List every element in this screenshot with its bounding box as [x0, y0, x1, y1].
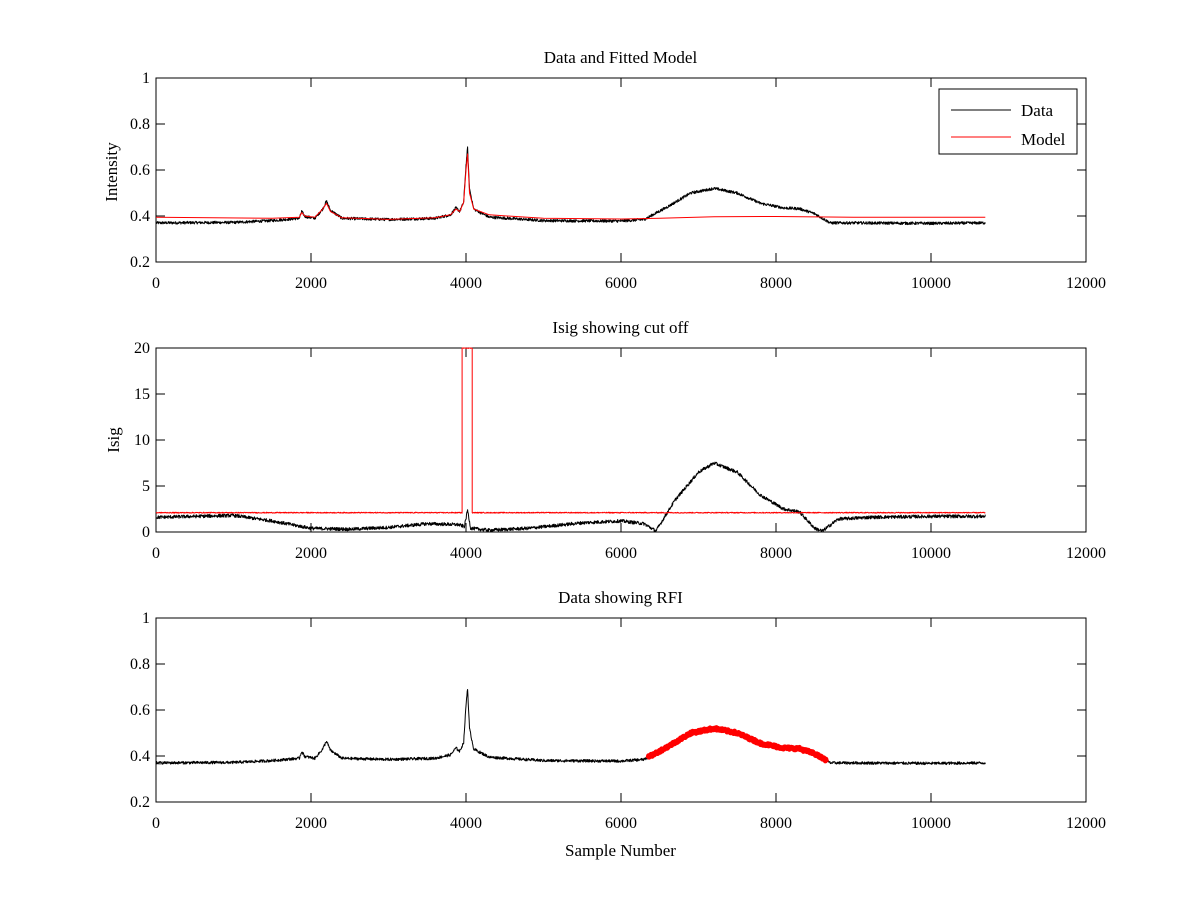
- panel-3-ytick: 0.8: [130, 656, 150, 673]
- panel-1-xtick: 6000: [605, 275, 637, 292]
- panel-1-y-axis: 0.2 0.4 0.6 0.8 1: [130, 70, 150, 271]
- panel-2-x-axis: 0 2000 4000 6000 8000 10000 12000: [152, 545, 1106, 562]
- panel-2-plot-area: [155, 347, 1087, 533]
- panel-1-title: Data and Fitted Model: [544, 48, 698, 67]
- panel-2-ylabel: Isig: [104, 427, 123, 453]
- panel-2-ytick: 5: [142, 478, 150, 495]
- axes-box: [155, 347, 1087, 533]
- panel-1-legend: Data Model: [938, 88, 1078, 155]
- panel-2-xtick: 10000: [911, 545, 951, 562]
- panel-3-xtick: 8000: [760, 815, 792, 832]
- series-line-model: [155, 153, 986, 220]
- panel-data-rfi: Data showing RFI Sample Number 0 2000 40…: [130, 588, 1106, 860]
- panel-1-xtick: 4000: [450, 275, 482, 292]
- panel-1-xtick: 0: [152, 275, 160, 292]
- panel-3-xtick: 10000: [911, 815, 951, 832]
- legend-box: [938, 88, 1078, 155]
- panel-1-ylabel: Intensity: [102, 142, 121, 202]
- panel-2-ytick: 15: [134, 386, 150, 403]
- panel-3-title: Data showing RFI: [558, 588, 683, 607]
- series-line-data: [155, 146, 986, 226]
- panel-2-xtick: 6000: [605, 545, 637, 562]
- axes-box: [155, 77, 1087, 263]
- panel-1-xtick: 12000: [1066, 275, 1106, 292]
- panel-2-title: Isig showing cut off: [552, 318, 688, 337]
- panel-1-ytick: 0.6: [130, 162, 150, 179]
- panel-3-plot-area: [155, 617, 1087, 803]
- rfi-highlight-line: [645, 725, 829, 764]
- panel-3-xtick: 2000: [295, 815, 327, 832]
- panel-2-xtick: 0: [152, 545, 160, 562]
- panel-3-xtick: 0: [152, 815, 160, 832]
- panel-isig-cutoff: Isig showing cut off Isig 0 2000 4000 60…: [104, 318, 1106, 562]
- panel-1-ytick: 0.4: [130, 208, 150, 225]
- panel-2-y-axis: 0 5 10 15 20: [134, 340, 150, 541]
- panel-2-ytick: 10: [134, 432, 150, 449]
- panel-1-xtick: 10000: [911, 275, 951, 292]
- series-line-s0: [155, 461, 986, 533]
- legend-label-data: Data: [1021, 101, 1054, 120]
- panel-2-xtick: 2000: [295, 545, 327, 562]
- panel-1-ytick: 1: [142, 70, 150, 87]
- panel-data-fitted-model: Data and Fitted Model Intensity 0 2000 4…: [102, 48, 1106, 292]
- panel-1-xtick: 2000: [295, 275, 327, 292]
- panel-2-xtick: 4000: [450, 545, 482, 562]
- panel-3-ytick: 0.4: [130, 748, 150, 765]
- series-line-s0: [155, 689, 986, 766]
- panel-1-ytick: 0.8: [130, 116, 150, 133]
- panel-1-xtick: 8000: [760, 275, 792, 292]
- panel-2-xtick: 12000: [1066, 545, 1106, 562]
- panel-3-xlabel: Sample Number: [565, 841, 676, 860]
- panel-3-xtick: 6000: [605, 815, 637, 832]
- panel-3-ytick: 0.2: [130, 794, 150, 811]
- panel-2-ytick: 20: [134, 340, 150, 357]
- panel-3-xtick: 12000: [1066, 815, 1106, 832]
- axes-box: [155, 617, 1087, 803]
- panel-3-xtick: 4000: [450, 815, 482, 832]
- panel-3-ytick: 0.6: [130, 702, 150, 719]
- panel-1-plot-area: [155, 77, 1087, 263]
- panel-2-xtick: 8000: [760, 545, 792, 562]
- panel-1-x-axis: 0 2000 4000 6000 8000 10000 12000: [152, 275, 1106, 292]
- panel-1-ytick: 0.2: [130, 254, 150, 271]
- panel-3-x-axis: 0 2000 4000 6000 8000 10000 12000: [152, 815, 1106, 832]
- series-line-s1: [155, 347, 986, 514]
- panel-3-ytick: 1: [142, 610, 150, 627]
- panel-2-ytick: 0: [142, 524, 150, 541]
- panel-3-y-axis: 0.2 0.4 0.6 0.8 1: [130, 610, 150, 811]
- legend-label-model: Model: [1021, 130, 1066, 149]
